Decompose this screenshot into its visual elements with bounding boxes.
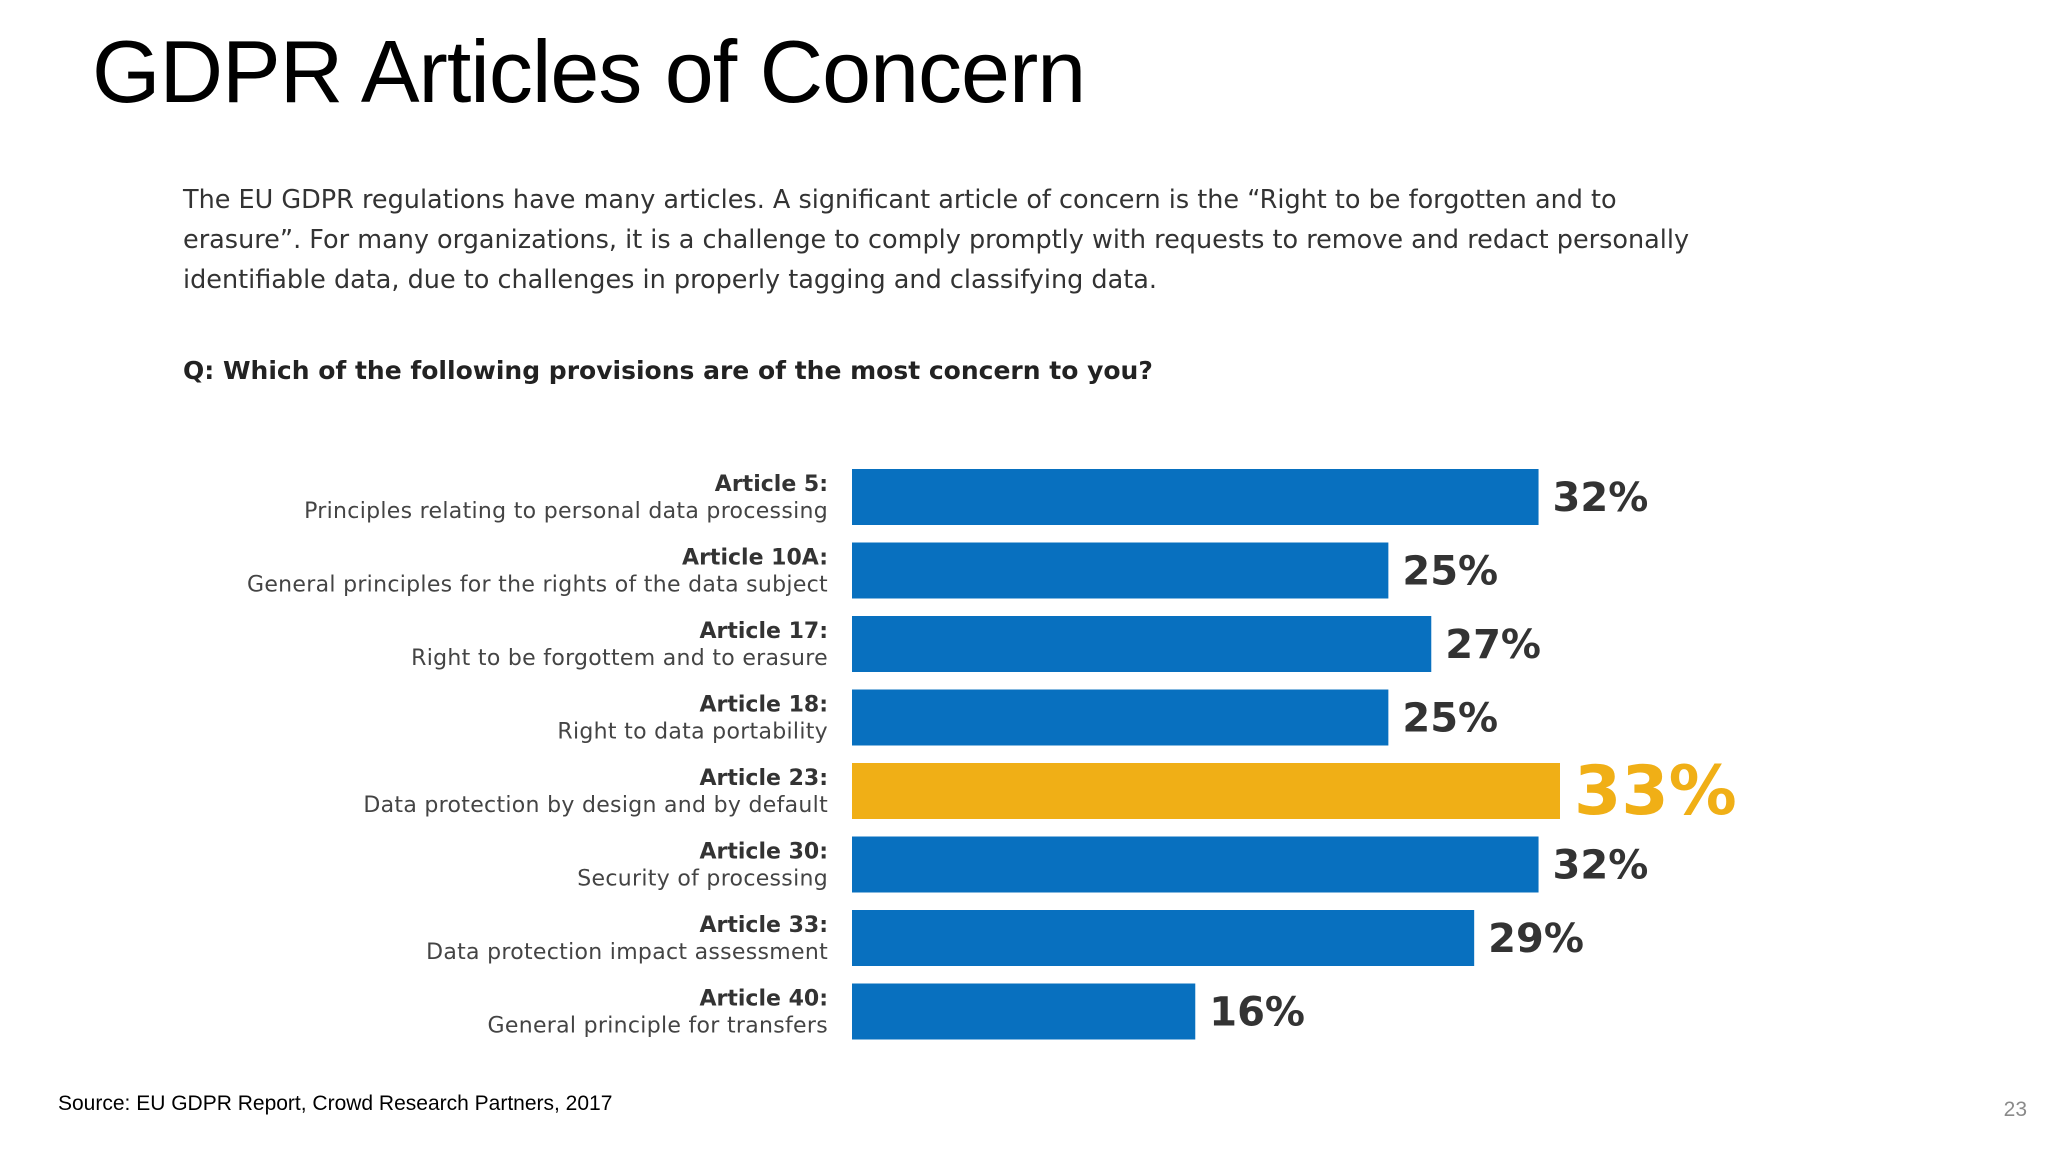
category-subtitle-1: Principles relating to personal data pro… [304, 499, 828, 524]
category-title-1: Article 5: [715, 472, 828, 497]
value-label-6: 32% [1553, 843, 1649, 889]
category-subtitle-5: Data protection by design and by default [363, 793, 828, 818]
bar-6 [852, 836, 1539, 893]
category-subtitle-7: Data protection impact assessment [426, 940, 828, 965]
value-label-5: 33% [1574, 752, 1737, 831]
category-subtitle-4: Right to data portability [557, 720, 828, 745]
intro-paragraph: The EU GDPR regulations have many articl… [183, 180, 1823, 300]
category-subtitle-6: Security of processing [577, 867, 828, 892]
bar-5 [852, 763, 1560, 819]
category-title-8: Article 40: [699, 987, 828, 1012]
page-number: 23 [2003, 1098, 2027, 1121]
bar-4 [852, 689, 1389, 746]
survey-question: Q: Which of the following provisions are… [183, 356, 1153, 385]
value-label-2: 25% [1402, 549, 1498, 595]
slide-title: GDPR Articles of Concern [92, 22, 1086, 121]
category-subtitle-2: General principles for the rights of the… [247, 573, 828, 598]
value-label-4: 25% [1402, 696, 1498, 742]
intro-line-3: identifiable data, due to challenges in … [183, 265, 1157, 295]
category-title-3: Article 17: [699, 619, 828, 644]
intro-line-1: The EU GDPR regulations have many articl… [183, 185, 1617, 215]
value-label-7: 29% [1488, 916, 1584, 962]
bar-2 [852, 542, 1389, 599]
category-subtitle-3: Right to be forgottem and to erasure [411, 646, 828, 671]
bar-3 [852, 616, 1432, 672]
bar-8 [852, 983, 1196, 1040]
source-note: Source: EU GDPR Report, Crowd Research P… [58, 1092, 613, 1115]
category-title-5: Article 23: [699, 766, 828, 791]
intro-line-2: erasure”. For many organizations, it is … [183, 225, 1690, 255]
category-title-2: Article 10A: [682, 546, 828, 571]
category-title-7: Article 33: [699, 913, 828, 938]
category-title-4: Article 18: [699, 693, 828, 718]
value-label-8: 16% [1209, 990, 1305, 1036]
category-title-6: Article 30: [699, 840, 828, 865]
bar-1 [852, 469, 1539, 525]
bar-chart: 32% Article 5:Principles relating to pers… [247, 469, 1737, 1040]
category-subtitle-8: General principle for transfers [488, 1014, 828, 1039]
value-label-1: 32% [1553, 475, 1649, 521]
value-label-3: 27% [1445, 622, 1541, 668]
bar-7 [852, 910, 1475, 966]
